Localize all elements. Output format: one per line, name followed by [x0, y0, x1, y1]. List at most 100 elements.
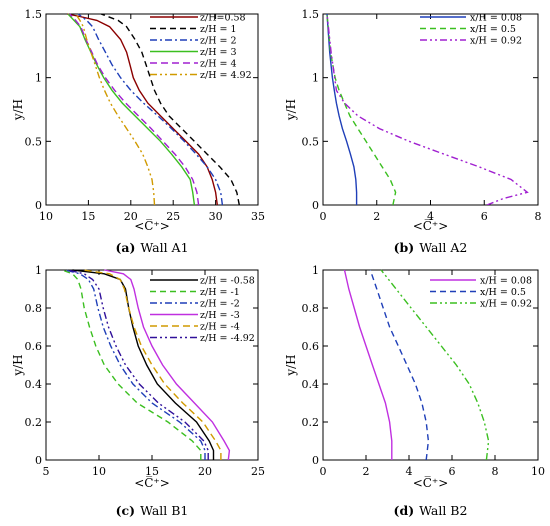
legend-label: x/H = 0.5 [470, 24, 516, 35]
y-tick-label: 1 [35, 264, 42, 277]
series-line-3 [77, 13, 224, 205]
legend-label: z/H = 3 [200, 47, 237, 58]
y-tick-label: 1.5 [25, 8, 43, 21]
x-axis-label: <C̅⁺> [413, 475, 449, 490]
series-line-1 [72, 269, 215, 460]
x-tick-label: 0 [320, 210, 327, 223]
y-tick-label: 0 [35, 454, 42, 467]
legend: x/H = 0.08x/H = 0.5x/H = 0.92 [430, 276, 532, 310]
legend-label: z/H = 4.92 [200, 70, 252, 81]
x-tick-label: 2 [373, 210, 380, 223]
x-tick-label: 2 [363, 465, 370, 478]
y-axis-label: y/H [284, 354, 298, 376]
legend: z/H=0.58z/H = 1z/H = 2z/H = 3z/H = 4z/H … [150, 13, 252, 81]
caption-text: Wall B2 [419, 503, 467, 518]
legend-label: x/H = 0.92 [470, 36, 522, 47]
x-tick-label: 0 [320, 465, 327, 478]
series-line-3 [380, 269, 490, 460]
chart-panel-1: 10 15 20 25 30 3500.511.5<C̅⁺>y/Hz/H=0.58z/H … [11, 8, 265, 255]
x-tick-label: 6 [449, 465, 456, 478]
series-line-1 [67, 13, 218, 205]
y-tick-label: 0 [35, 199, 42, 212]
legend-label: x/H = 0.5 [480, 287, 526, 298]
x-tick-label: 35 [251, 210, 265, 223]
panel-caption: (a) Wall A1 [115, 240, 188, 255]
legend-label: z/H = -0.58 [200, 276, 255, 287]
x-tick-label: 25 [166, 210, 180, 223]
caption-text: Wall A2 [419, 240, 467, 255]
x-tick-label: 20 [124, 210, 138, 223]
series-line-2 [100, 13, 240, 205]
legend: z/H = -0.58z/H = -1z/H = -2z/H = -3z/H =… [150, 276, 255, 344]
x-tick-label: 5 [43, 465, 50, 478]
plot-frame [45, 13, 259, 206]
x-tick-label: 15 [145, 465, 159, 478]
legend: x/H = 0.08x/H = 0.5x/H = 0.92 [420, 13, 522, 47]
panel-caption: (d) Wall B2 [394, 503, 468, 518]
series-line-2 [61, 269, 202, 460]
plot-frame [322, 269, 539, 461]
legend-label: z/H = 1 [200, 24, 237, 35]
x-tick-label: 8 [492, 465, 499, 478]
y-tick-label: 1.5 [302, 8, 320, 21]
y-tick-label: 0.4 [25, 378, 43, 391]
y-axis-label: y/H [11, 99, 25, 121]
x-tick-label: 4 [427, 210, 434, 223]
panel-caption: (b) Wall A2 [394, 240, 468, 255]
series-line-6 [67, 269, 209, 460]
series-line-1 [343, 269, 393, 460]
y-tick-label: 1 [35, 72, 42, 85]
y-tick-label: 0.4 [302, 378, 320, 391]
caption-text: Wall A1 [140, 240, 188, 255]
series-line-4 [67, 13, 196, 205]
y-tick-label: 1 [312, 264, 319, 277]
y-tick-label: 0.5 [302, 135, 320, 148]
legend-label: z/H = -1 [200, 287, 240, 298]
y-tick-label: 0.2 [302, 416, 320, 429]
y-axis-label: y/H [284, 99, 298, 121]
y-tick-label: 0.5 [25, 135, 43, 148]
x-axis-label: <C̅⁺> [134, 218, 170, 233]
legend-label: x/H = 0.08 [470, 13, 522, 24]
legend-label: x/H = 0.92 [480, 299, 532, 310]
x-tick-label: 10 [92, 465, 106, 478]
legend-label: z/H=0.58 [200, 13, 246, 24]
series-line-5 [83, 269, 222, 460]
series-line-1 [326, 13, 358, 205]
x-tick-label: 10 [39, 210, 53, 223]
y-tick-label: 0.2 [25, 416, 43, 429]
y-tick-label: 0 [312, 199, 319, 212]
x-tick-label: 30 [209, 210, 223, 223]
series-line-5 [69, 13, 200, 205]
caption-tag: (d) [394, 503, 415, 518]
y-tick-label: 0.6 [302, 340, 320, 353]
series-line-6 [75, 13, 156, 205]
legend-label: z/H = -4 [200, 322, 240, 333]
x-tick-label: 20 [198, 465, 212, 478]
legend-label: z/H = 4 [200, 59, 237, 70]
x-tick-label: 10 [531, 465, 545, 478]
caption-text: Wall B1 [140, 503, 188, 518]
y-axis-label: y/H [11, 354, 25, 376]
y-tick-label: 1 [312, 72, 319, 85]
x-axis-label: <C̅⁺> [413, 218, 449, 233]
x-axis-label: <C̅⁺> [134, 475, 170, 490]
caption-tag: (c) [116, 503, 135, 518]
y-tick-label: 0.8 [302, 302, 320, 315]
y-tick-label: 0.6 [25, 340, 43, 353]
x-tick-label: 25 [251, 465, 265, 478]
x-tick-label: 15 [81, 210, 95, 223]
legend-label: z/H = 2 [200, 36, 237, 47]
x-tick-label: 4 [406, 465, 413, 478]
legend-label: z/H = -3 [200, 310, 240, 321]
chart-panel-3: 5 10 15 20 25 0 0.2 0.4 0.6 0.8 1 <C̅⁺> y/H z/H = -0.… [11, 264, 265, 518]
legend-label: z/H = -4.92 [200, 333, 255, 344]
series-line-3 [64, 269, 206, 460]
y-tick-label: 0 [312, 454, 319, 467]
legend-label: x/H = 0.08 [480, 276, 532, 287]
y-tick-label: 0.8 [25, 302, 43, 315]
x-tick-label: 8 [535, 210, 542, 223]
legend-label: z/H = -2 [200, 299, 240, 310]
panel-caption: (c) Wall B1 [116, 503, 189, 518]
